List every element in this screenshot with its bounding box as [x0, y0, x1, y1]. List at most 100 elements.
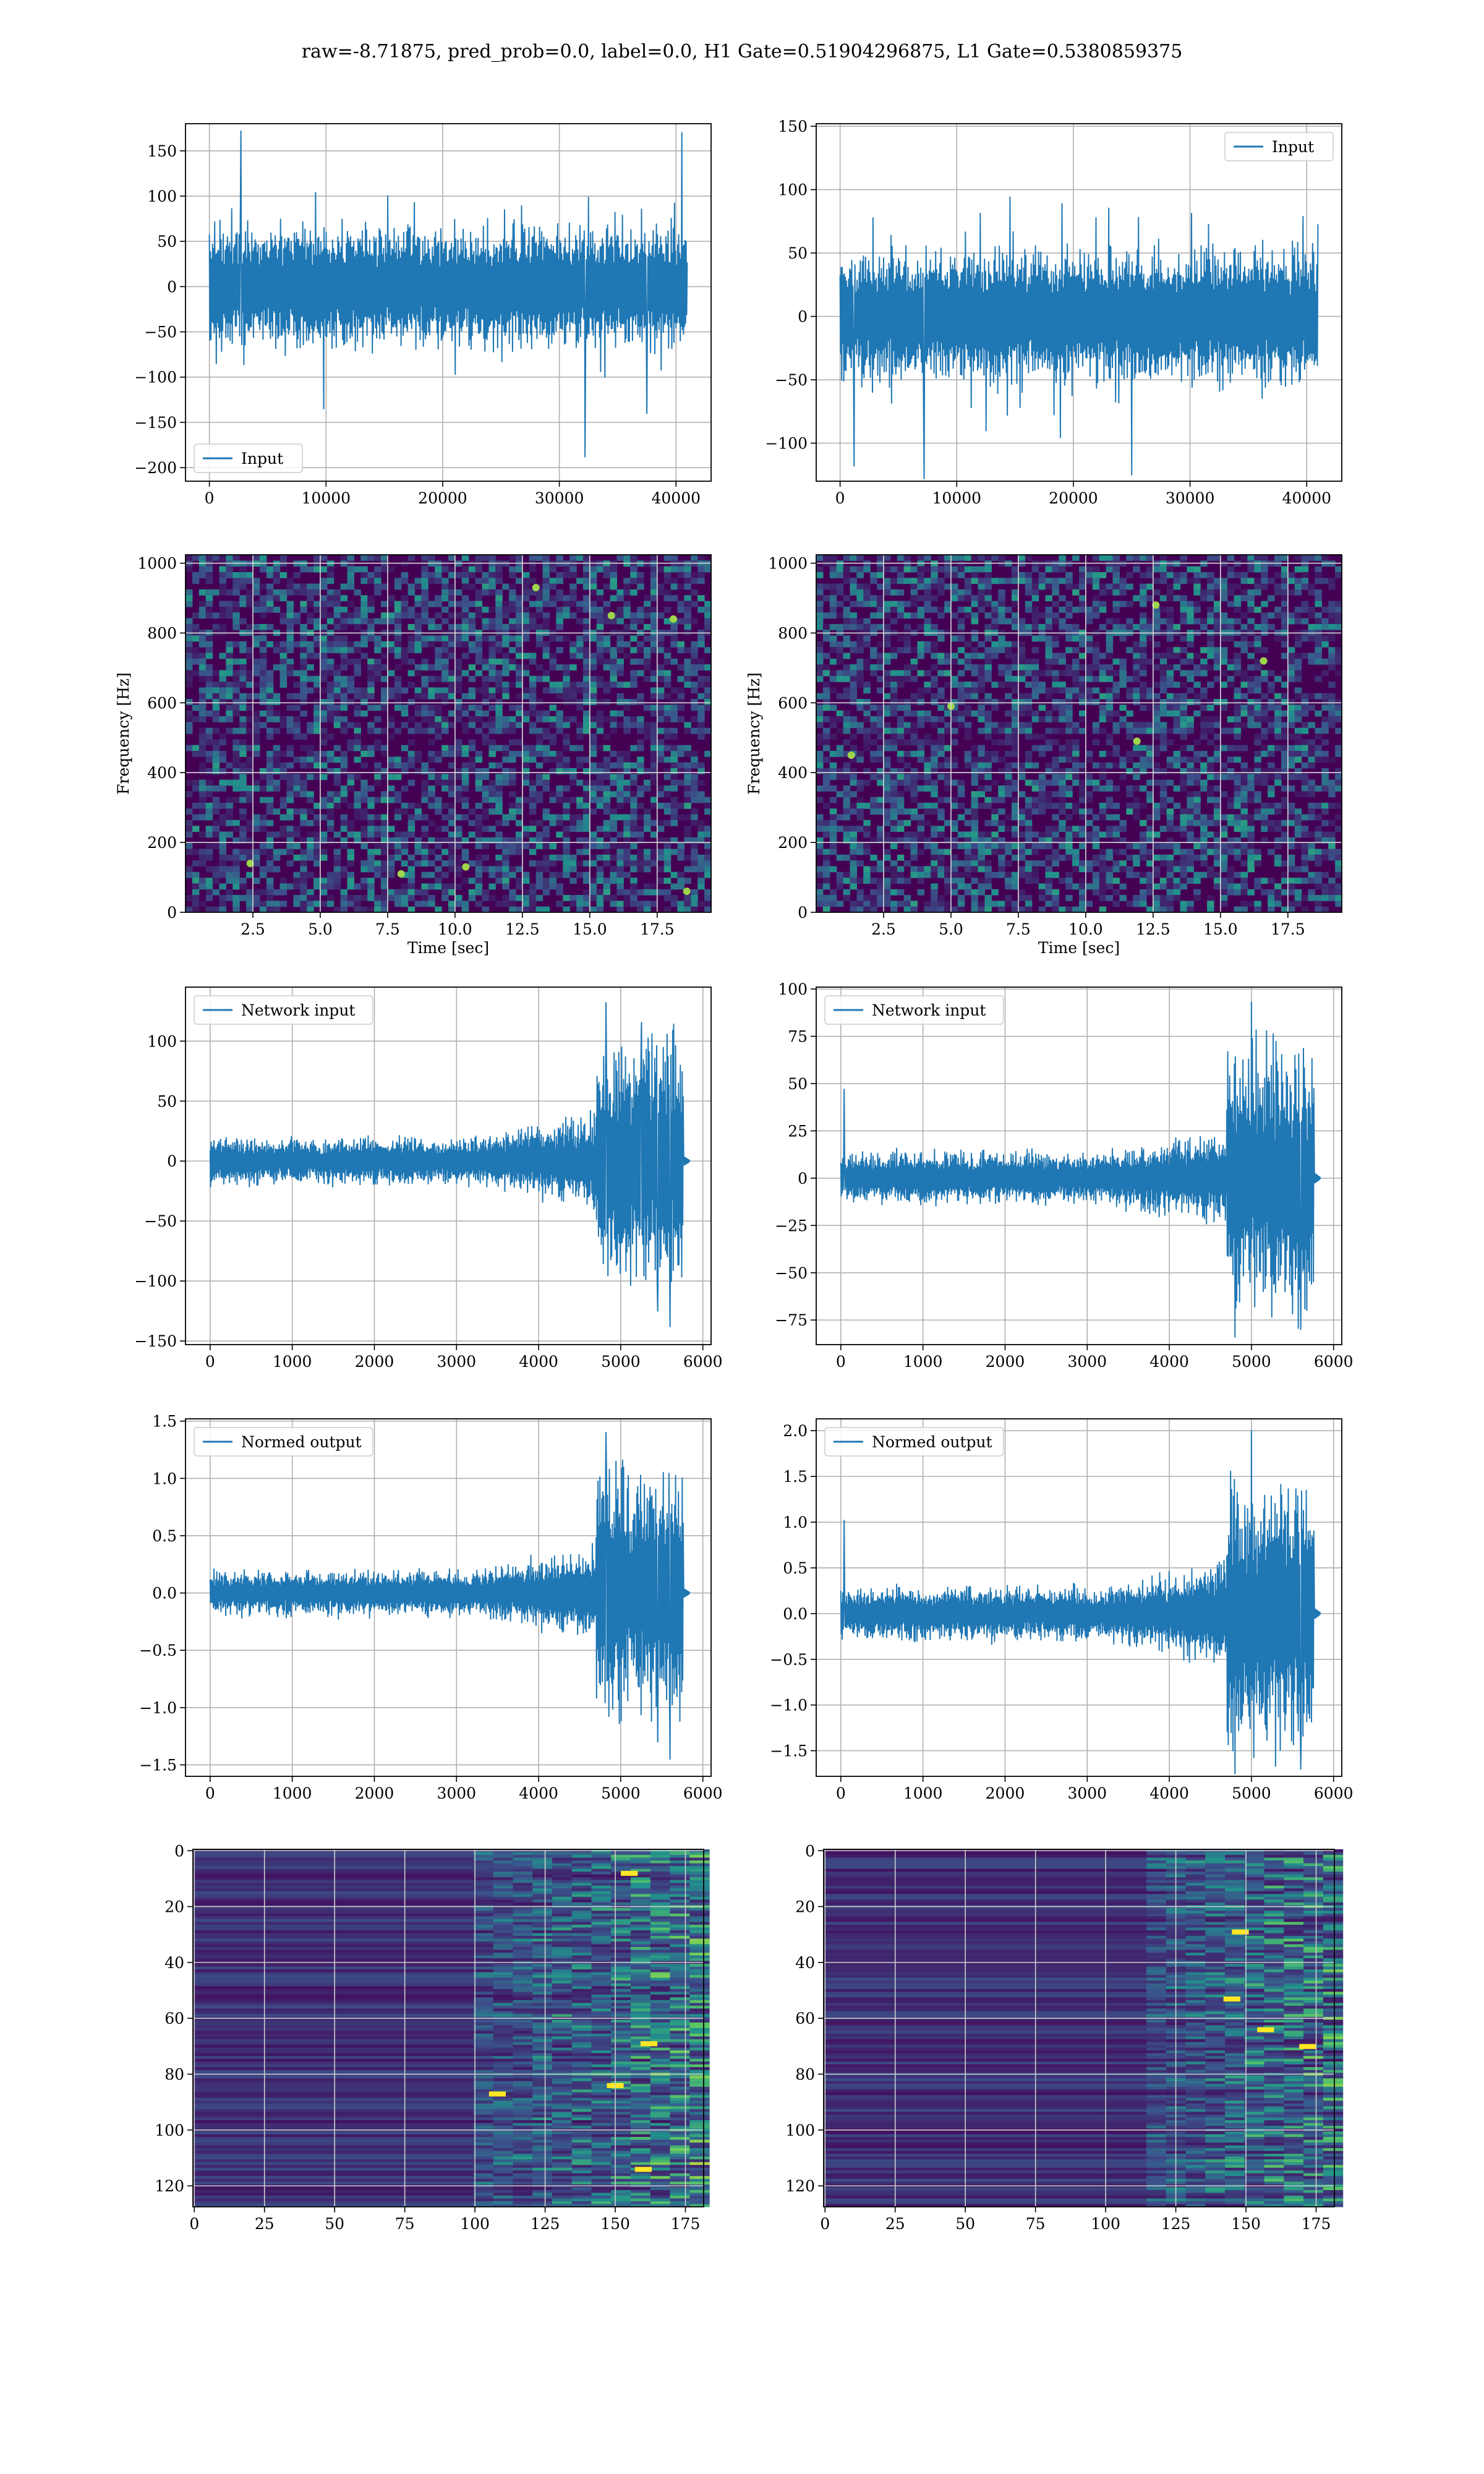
- heatmap-cell: [286, 704, 294, 711]
- heatmap-cell: [1180, 682, 1187, 688]
- heatmap-cell: [192, 635, 200, 642]
- heatmap-cell: [644, 779, 651, 786]
- heatmap-cell: [1045, 791, 1052, 798]
- heatmap-cell: [623, 653, 631, 659]
- heatmap-cell: [1052, 641, 1059, 648]
- heatmap-cell: [677, 693, 684, 700]
- heatmap-cell: [1247, 623, 1255, 630]
- heatmap-cell: [205, 808, 213, 815]
- heatmap-cell: [1294, 635, 1302, 642]
- heatmap-cell: [704, 647, 712, 654]
- heatmap-cell: [1085, 566, 1093, 573]
- y-tick-label: −100: [765, 435, 808, 453]
- heatmap-cell: [307, 762, 314, 769]
- heatmap-cell: [596, 866, 604, 873]
- heatmap-cell: [596, 797, 604, 803]
- heatmap-cell: [414, 664, 422, 670]
- heatmap-cell: [387, 641, 395, 648]
- heatmap-cell: [454, 768, 463, 774]
- heatmap-cell: [903, 722, 911, 729]
- heatmap-cell: [522, 687, 530, 694]
- heatmap-cell: [616, 751, 624, 757]
- heatmap-cell: [1328, 785, 1336, 792]
- heatmap-cell: [657, 589, 665, 596]
- heatmap-cell: [1085, 572, 1093, 578]
- heatmap-cell: [232, 820, 240, 826]
- heatmap-cell: [502, 716, 510, 722]
- heatmap-cell: [1045, 727, 1052, 734]
- heatmap-cell: [488, 647, 496, 654]
- heatmap-cell: [582, 699, 591, 705]
- heatmap-cell: [1281, 618, 1289, 625]
- heatmap-cell: [1166, 727, 1174, 734]
- heatmap-cell: [259, 675, 267, 682]
- heatmap-cell: [273, 595, 281, 602]
- heatmap-cell: [522, 779, 530, 786]
- heatmap-cell: [253, 583, 260, 590]
- heatmap-cell: [697, 566, 705, 573]
- heatmap-cell: [1294, 739, 1302, 746]
- heatmap-cell: [516, 618, 523, 625]
- heatmap-cell: [563, 745, 570, 751]
- heatmap-cell: [522, 606, 530, 613]
- heatmap-cell: [998, 601, 1005, 607]
- heatmap-cell: [421, 612, 429, 619]
- heatmap-cell: [495, 612, 503, 619]
- heatmap-cell: [1005, 727, 1012, 734]
- heatmap-cell: [482, 722, 489, 729]
- heatmap-cell: [253, 739, 260, 746]
- heatmap-cell: [253, 814, 260, 821]
- heatmap-cell: [273, 762, 281, 769]
- heatmap-cell: [461, 612, 469, 619]
- heatmap-cell: [542, 837, 550, 844]
- heatmap-cell: [374, 797, 382, 803]
- heatmap-cell: [603, 583, 611, 590]
- heatmap-cell: [1072, 762, 1080, 769]
- heatmap-cell: [1126, 647, 1133, 654]
- heatmap-cell: [630, 808, 638, 815]
- heatmap-cell: [556, 647, 563, 654]
- heatmap-cell: [1335, 618, 1342, 625]
- heatmap-cell: [1012, 779, 1019, 786]
- heatmap-cell: [435, 623, 442, 630]
- heatmap-cell: [246, 572, 254, 578]
- heatmap-cell: [582, 820, 591, 826]
- heatmap-cell: [1092, 653, 1100, 659]
- heatmap-cell: [917, 785, 924, 792]
- heatmap-cell: [286, 826, 294, 833]
- heatmap-cell: [1335, 606, 1342, 613]
- heatmap-cell: [542, 612, 550, 619]
- heatmap-cell: [286, 843, 294, 849]
- heatmap-cell: [877, 664, 884, 670]
- heatmap-cell: [428, 895, 435, 901]
- heatmap-cell: [1059, 768, 1066, 774]
- heatmap-cell: [1005, 675, 1012, 682]
- heatmap-cell: [266, 693, 274, 700]
- heatmap-cell: [644, 889, 651, 896]
- heatmap-cell: [333, 623, 341, 630]
- heatmap-cell: [944, 682, 952, 688]
- heatmap-cell: [219, 601, 226, 607]
- heatmap-cell: [454, 871, 463, 878]
- heatmap-cell: [1153, 664, 1161, 670]
- heatmap-cell: [454, 716, 463, 722]
- heatmap-cell: [563, 739, 570, 746]
- heatmap-cell: [576, 745, 584, 751]
- h1-input-plot: 0 10000 20000 30000 40000−200−150−100−500501…: [134, 123, 712, 507]
- heatmap-cell: [441, 860, 449, 867]
- heatmap-cell: [509, 727, 516, 734]
- heatmap-cell: [1159, 768, 1167, 774]
- heatmap-cell: [549, 658, 556, 665]
- heatmap-cell: [944, 670, 952, 677]
- heatmap-cell: [1213, 606, 1221, 613]
- heatmap-cell: [448, 641, 456, 648]
- heatmap-cell: [556, 623, 563, 630]
- heatmap-cell: [1133, 595, 1140, 602]
- heatmap-cell: [877, 710, 884, 717]
- heatmap-cell: [957, 785, 965, 792]
- heatmap-cell: [850, 779, 857, 786]
- heatmap-cell: [1281, 751, 1289, 757]
- heatmap-cell: [421, 635, 429, 642]
- heatmap-cell: [556, 710, 563, 717]
- heatmap-cell: [333, 774, 341, 781]
